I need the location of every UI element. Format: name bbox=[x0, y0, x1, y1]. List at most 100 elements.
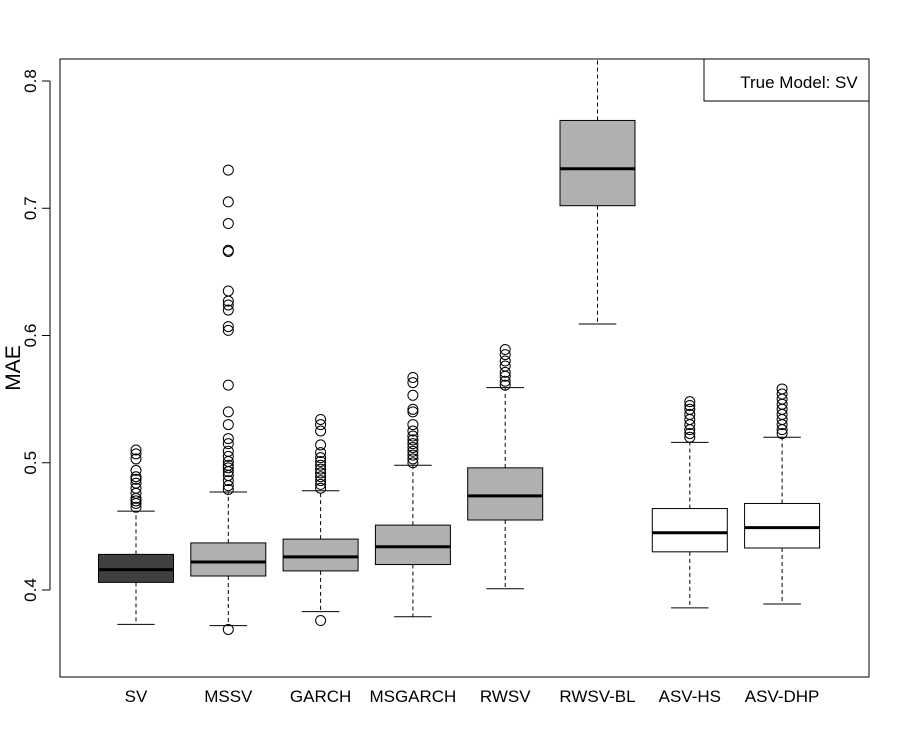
outlier-point bbox=[315, 439, 327, 451]
box-msgarch bbox=[374, 371, 451, 618]
outlier-point bbox=[407, 445, 419, 457]
outlier-point bbox=[222, 321, 234, 333]
outlier-point bbox=[407, 403, 419, 415]
outlier-point bbox=[315, 463, 327, 475]
outlier-point bbox=[407, 371, 419, 383]
box-sv bbox=[98, 444, 174, 625]
outlier-point bbox=[407, 453, 419, 465]
box-rwsv bbox=[467, 343, 544, 590]
outlier-point bbox=[407, 449, 419, 461]
outlier-point bbox=[222, 623, 234, 635]
outlier-point bbox=[407, 441, 419, 453]
outlier-point bbox=[499, 379, 511, 391]
outlier-point bbox=[315, 482, 327, 494]
outlier-point bbox=[315, 413, 327, 425]
iqr-box bbox=[651, 508, 728, 553]
x-tick-label: GARCH bbox=[290, 687, 351, 706]
plot-frame bbox=[59, 58, 870, 678]
outlier-point bbox=[222, 462, 234, 474]
iqr-box bbox=[467, 467, 544, 521]
outlier-point bbox=[222, 438, 234, 450]
x-tick-label: RWSV bbox=[480, 687, 531, 706]
box-garch bbox=[282, 413, 359, 627]
outlier-point bbox=[222, 433, 234, 445]
iqr-box bbox=[190, 542, 267, 577]
outlier-point bbox=[499, 366, 511, 378]
legend-box bbox=[703, 58, 870, 102]
outlier-point bbox=[407, 377, 419, 389]
x-tick-label: ASV-HS bbox=[659, 687, 721, 706]
outlier-point bbox=[684, 408, 696, 420]
legend: True Model: SV bbox=[703, 58, 870, 102]
outlier-point bbox=[499, 343, 511, 355]
outlier-point bbox=[222, 475, 234, 487]
y-tick-label: 0.4 bbox=[21, 578, 40, 602]
outlier-point bbox=[222, 299, 234, 311]
outlier-point bbox=[315, 459, 327, 471]
outlier-point bbox=[499, 375, 511, 387]
outlier-point bbox=[222, 324, 234, 336]
outlier-point bbox=[684, 427, 696, 439]
outlier-point bbox=[684, 403, 696, 415]
iqr-box bbox=[559, 119, 636, 207]
x-tick-label: ASV-DHP bbox=[745, 687, 820, 706]
outlier-point bbox=[130, 471, 142, 483]
outlier-point bbox=[222, 445, 234, 457]
y-tick-label: 0.8 bbox=[21, 69, 40, 93]
outlier-point bbox=[684, 396, 696, 408]
x-tick-label: SV bbox=[125, 687, 148, 706]
outlier-point bbox=[499, 349, 511, 361]
outlier-point bbox=[407, 434, 419, 446]
outlier-point bbox=[407, 457, 419, 469]
outlier-point bbox=[315, 478, 327, 490]
iqr-box bbox=[374, 524, 451, 566]
outlier-point bbox=[130, 444, 142, 456]
iqr-box bbox=[282, 538, 359, 572]
box-rwsv-bl bbox=[559, 60, 636, 325]
outlier-point bbox=[407, 438, 419, 450]
y-tick-label: 0.7 bbox=[21, 196, 40, 220]
box-asv-hs bbox=[651, 396, 728, 609]
y-tick-label: 0.5 bbox=[21, 451, 40, 475]
y-axis: 0.4 0.5 0.6 0.7 0.8 bbox=[21, 69, 51, 602]
outlier-point bbox=[315, 475, 327, 487]
outlier-point bbox=[222, 285, 234, 297]
outlier-point bbox=[130, 448, 142, 460]
outlier-point bbox=[407, 425, 419, 437]
box-mssv bbox=[190, 164, 267, 635]
box-asv-dhp bbox=[744, 383, 821, 605]
outlier-point bbox=[315, 419, 327, 431]
outlier-point bbox=[684, 431, 696, 443]
x-tick-label: RWSV-BL bbox=[559, 687, 635, 706]
outlier-point bbox=[315, 425, 327, 437]
outlier-point bbox=[222, 483, 234, 495]
outlier-point bbox=[130, 464, 142, 476]
outlier-point bbox=[222, 406, 234, 418]
outlier-point bbox=[222, 244, 234, 256]
outlier-point bbox=[130, 453, 142, 465]
outlier-point bbox=[222, 419, 234, 431]
outlier-point bbox=[222, 164, 234, 176]
x-tick-label: MSGARCH bbox=[369, 687, 456, 706]
legend-text: True Model: SV bbox=[740, 73, 858, 92]
outlier-point bbox=[130, 473, 142, 485]
iqr-box bbox=[744, 502, 821, 549]
y-axis-label: MAE bbox=[2, 345, 25, 391]
outlier-point bbox=[130, 501, 142, 513]
outlier-point bbox=[499, 360, 511, 372]
outlier-point bbox=[315, 467, 327, 479]
outlier-point bbox=[222, 459, 234, 471]
outlier-point bbox=[776, 383, 788, 395]
boxes bbox=[98, 60, 821, 635]
outlier-point bbox=[130, 477, 142, 489]
outlier-point bbox=[315, 447, 327, 459]
outlier-point bbox=[222, 450, 234, 462]
outlier-point bbox=[315, 615, 327, 627]
outlier-point bbox=[499, 355, 511, 367]
outlier-point bbox=[315, 471, 327, 483]
outlier-point bbox=[776, 427, 788, 439]
x-tick-label: MSSV bbox=[204, 687, 253, 706]
outlier-point bbox=[776, 388, 788, 400]
outlier-point bbox=[222, 196, 234, 208]
